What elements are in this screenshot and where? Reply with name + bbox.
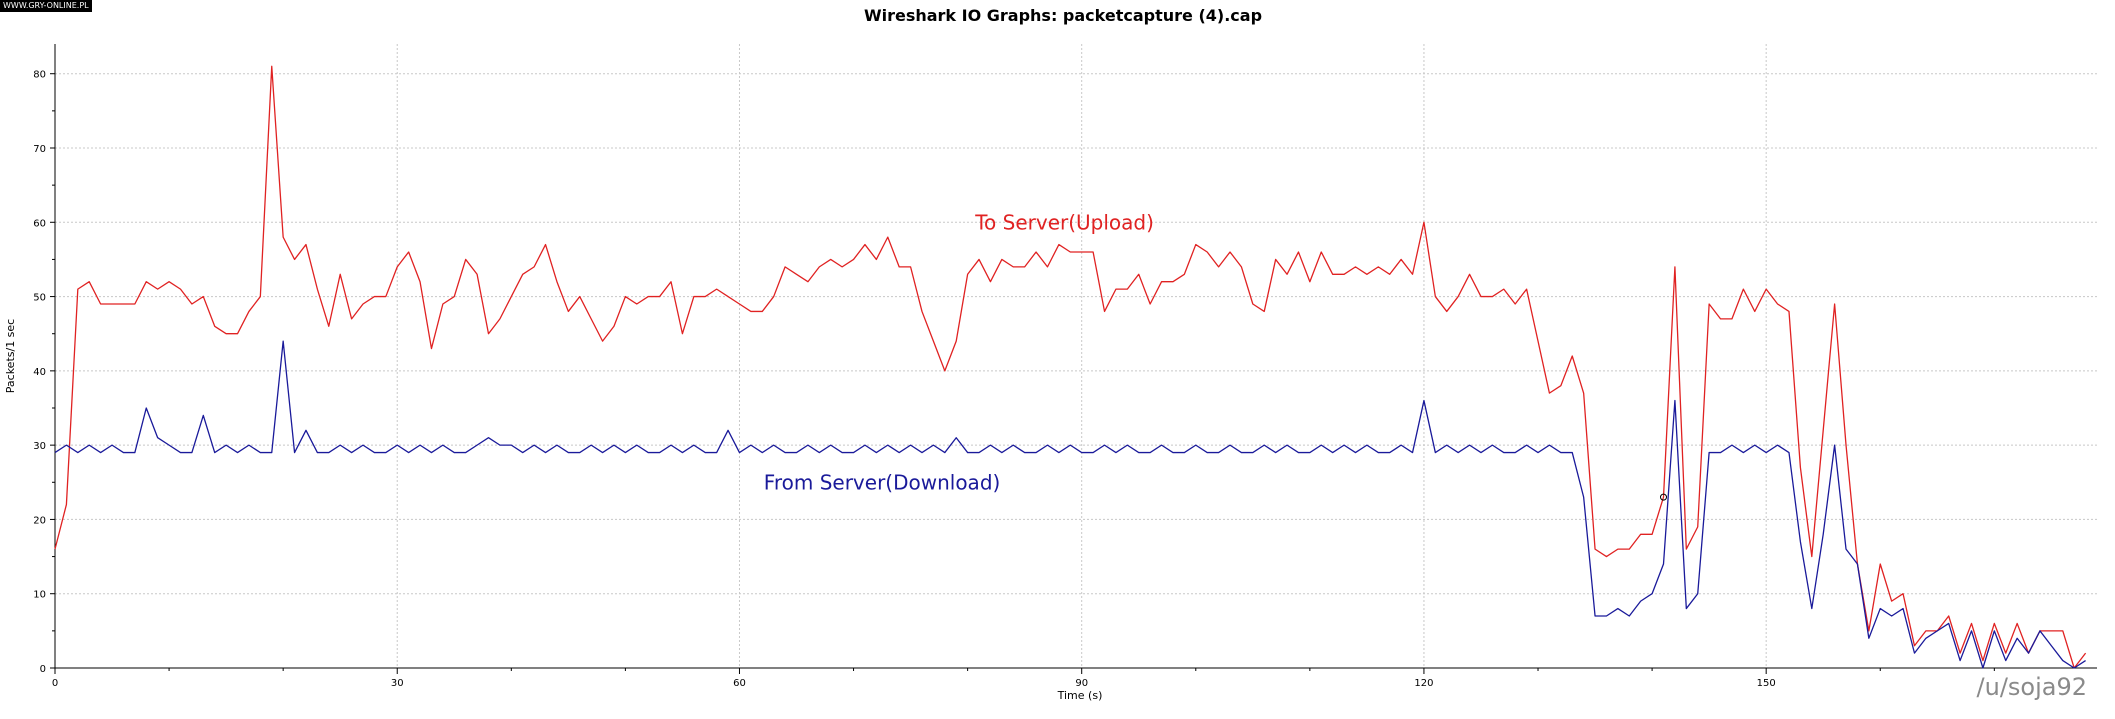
chart-title: Wireshark IO Graphs: packetcapture (4).c… [864, 6, 1262, 25]
series-lines [54, 65, 2087, 669]
y-axis-label: Packets/1 sec [4, 319, 17, 393]
x-axis-label: Time (s) [1057, 689, 1103, 702]
x-tick-label: 90 [1075, 678, 1088, 689]
watermark-site-logo: WWW.GRY-ONLINE.PL [0, 0, 92, 12]
x-tick-label: 0 [52, 678, 58, 689]
grid-lines [55, 44, 2097, 668]
y-tick-label: 0 [40, 664, 46, 675]
series-line-upload [54, 65, 2087, 669]
annotations: To Server(Upload) From Server(Download) [764, 210, 1668, 501]
annotation-upload: To Server(Upload) [974, 210, 1154, 234]
x-tick-label: 60 [733, 678, 746, 689]
y-tick-label: 10 [33, 590, 46, 601]
y-tick-label: 30 [33, 441, 46, 452]
series-line-download [54, 340, 2086, 669]
cursor-marker [1660, 493, 1668, 501]
x-tick-label: 120 [1414, 678, 1433, 689]
y-tick-label: 40 [33, 367, 46, 378]
annotation-download: From Server(Download) [764, 470, 1001, 494]
x-tick-label: 30 [391, 678, 404, 689]
axes: 0 10 20 30 40 50 60 70 80 0 30 60 90 120 150 [33, 44, 2097, 689]
y-tick-label: 50 [33, 293, 46, 304]
y-tick-label: 60 [33, 218, 46, 229]
x-tick-label: 150 [1757, 678, 1776, 689]
y-tick-label: 80 [33, 70, 46, 81]
watermark-username: /u/soja92 [1976, 673, 2087, 701]
y-tick-label: 70 [33, 144, 46, 155]
y-tick-label: 20 [33, 515, 46, 526]
